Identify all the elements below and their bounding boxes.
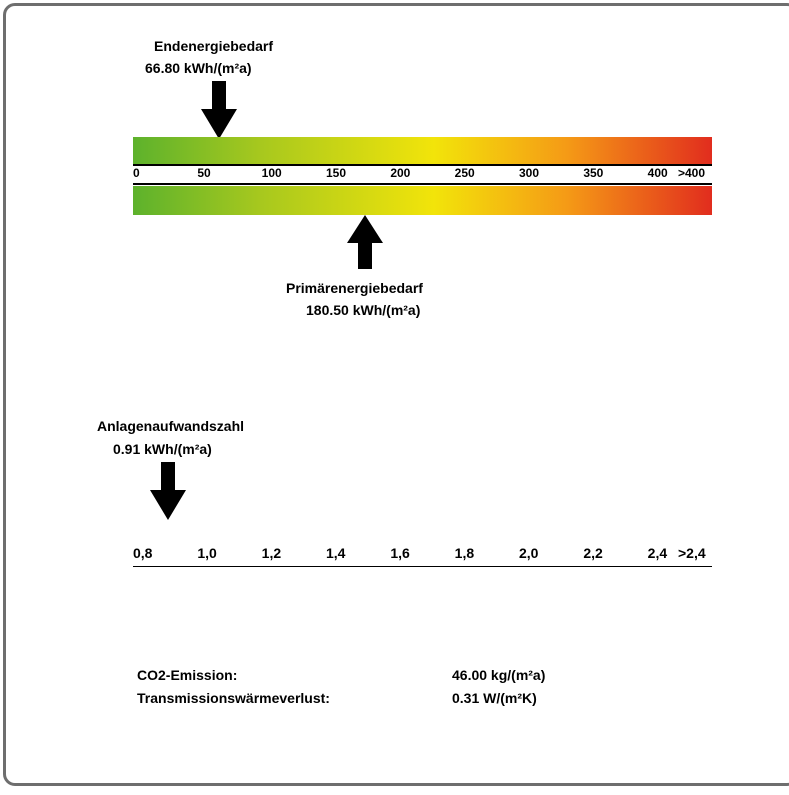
energy-tick-label: 400 (647, 166, 668, 180)
aaz-tick-label: 1,8 (454, 545, 475, 561)
report-frame (3, 3, 789, 786)
energy-tick-label: 300 (519, 166, 540, 180)
primary-energy-scale-bar (133, 186, 712, 215)
transmission-value: 0.31 W/(m²K) (452, 690, 537, 706)
aaz-tick-label: 2,4 (647, 545, 668, 561)
energy-tick-label: 50 (197, 166, 211, 180)
aaz-baseline (133, 566, 712, 567)
aaz-tick-label: 1,4 (326, 545, 346, 561)
energy-tick-label: 200 (390, 166, 411, 180)
energy-tick-label: >400 (678, 166, 706, 180)
aaz-tick-label: 1,2 (261, 545, 282, 561)
energy-tick-label: 250 (454, 166, 475, 180)
aaz-tick-label: 0,8 (133, 545, 153, 561)
aaz-tick-label: 2,2 (583, 545, 603, 561)
energy-tick-label: 150 (326, 166, 347, 180)
energy-tick-label: 0 (133, 166, 140, 180)
scale-separator-bottom (133, 183, 712, 185)
primary-energy-arrow-icon (347, 215, 384, 269)
primary-energy-label: Primärenergiebedarf (286, 280, 423, 296)
aaz-tick-label: 2,0 (519, 545, 539, 561)
aaz-label: Anlagenaufwandszahl (97, 418, 245, 434)
scale-separator-top (133, 164, 712, 166)
primary-energy-value: 180.50 kWh/(m²a) (306, 302, 421, 318)
end-energy-arrow-icon (200, 81, 237, 139)
end-energy-value: 66.80 kWh/(m²a) (145, 60, 252, 76)
transmission-label: Transmissionswärmeverlust: (137, 690, 330, 706)
end-energy-label: Endenergiebedarf (154, 38, 274, 54)
end-energy-scale-bar (133, 137, 712, 166)
aaz-arrow-icon (150, 462, 187, 520)
co2-label: CO2-Emission: (137, 667, 238, 683)
energy-scale-ticks: 0 50 100 150 200 250 300 350 400 >400 (133, 166, 712, 184)
aaz-tick-label: >2,4 (678, 545, 706, 561)
aaz-scale-ticks: 0,8 1,0 1,2 1,4 1,6 1,8 2,0 2,2 2,4 >2,4 (133, 545, 712, 563)
co2-value: 46.00 kg/(m²a) (452, 667, 546, 683)
aaz-tick-label: 1,6 (390, 545, 410, 561)
aaz-value: 0.91 kWh/(m²a) (113, 441, 212, 457)
energy-tick-label: 100 (261, 166, 282, 180)
aaz-tick-label: 1,0 (197, 545, 217, 561)
energy-tick-label: 350 (583, 166, 604, 180)
